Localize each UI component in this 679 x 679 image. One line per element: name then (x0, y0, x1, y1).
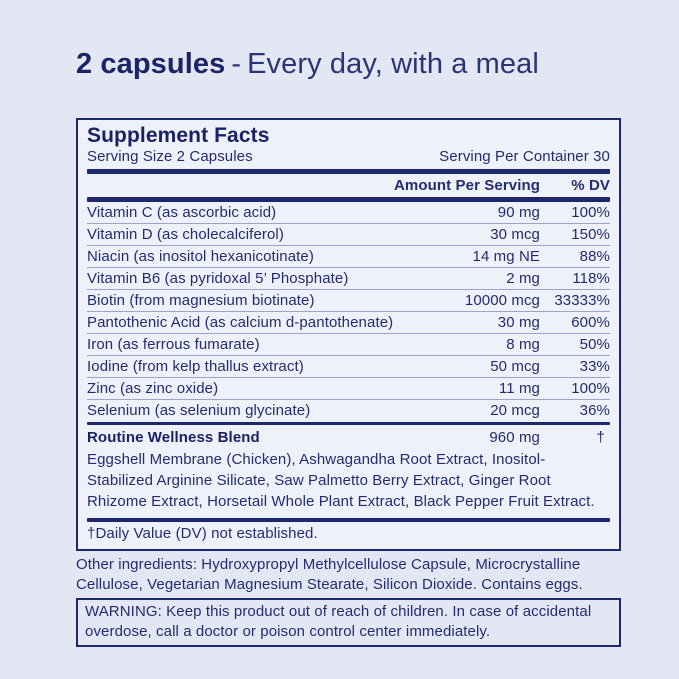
nutrient-amount: 90 mg (497, 204, 540, 221)
nutrient-name: Biotin (from magnesium biotinate) (87, 292, 315, 309)
warning-text: WARNING: Keep this product out of reach … (85, 603, 592, 640)
table-row: Biotin (from magnesium biotinate) 10000 … (87, 289, 610, 311)
table-row: Zinc (as zinc oxide) 11 mg 100% (87, 377, 610, 399)
blend-ingredients: Eggshell Membrane (Chicken), Ashwagandha… (87, 451, 595, 510)
nutrient-amount: 30 mcg (490, 226, 540, 243)
table-row: Iron (as ferrous fumarate) 8 mg 50% (87, 333, 610, 355)
column-header-dv: % DV (571, 177, 610, 194)
nutrient-dv: 600% (571, 314, 610, 331)
table-row: Vitamin D (as cholecalciferol) 30 mcg 15… (87, 223, 610, 245)
other-ingredients: Other ingredients: Hydroxypropyl Methylc… (76, 556, 583, 593)
column-header-amount: Amount Per Serving (394, 177, 540, 194)
blend-amount: 960 mg (489, 429, 540, 446)
blend-name: Routine Wellness Blend (87, 429, 260, 446)
supplement-facts-panel: Supplement Facts Serving Size 2 Capsules… (76, 118, 621, 551)
divider-thick-top (87, 169, 610, 174)
table-row: Vitamin B6 (as pyridoxal 5’ Phosphate) 2… (87, 267, 610, 289)
nutrient-name: Iodine (from kelp thallus extract) (87, 358, 304, 375)
label-stack: Supplement Facts Serving Size 2 Capsules… (76, 118, 621, 647)
nutrient-amount: 20 mcg (490, 402, 540, 419)
nutrient-name: Zinc (as zinc oxide) (87, 380, 219, 397)
serving-size: Serving Size 2 Capsules (87, 148, 253, 165)
nutrient-dv: 100% (571, 204, 610, 221)
nutrient-amount: 14 mg NE (472, 248, 540, 265)
nutrient-name: Vitamin D (as cholecalciferol) (87, 226, 284, 243)
nutrient-name: Selenium (as selenium glycinate) (87, 402, 311, 419)
nutrient-dv: 36% (579, 402, 610, 419)
table-row: Iodine (from kelp thallus extract) 50 mc… (87, 355, 610, 377)
nutrient-amount: 50 mcg (490, 358, 540, 375)
column-header-row: Amount Per Serving % DV (87, 174, 610, 197)
dosage-instruction: Every day, with a meal (247, 48, 539, 80)
nutrient-table: Vitamin C (as ascorbic acid) 90 mg 100% … (87, 202, 610, 421)
nutrient-amount: 10000 mcg (464, 292, 540, 309)
blend-dv-dagger: † (596, 429, 605, 446)
nutrient-dv: 150% (571, 226, 610, 243)
serving-info-row: Serving Size 2 Capsules Serving Per Cont… (87, 148, 610, 166)
nutrient-name: Vitamin B6 (as pyridoxal 5’ Phosphate) (87, 270, 349, 287)
dosage-header: 2 capsules - Every day, with a meal (76, 48, 539, 81)
divider-medium-blend (87, 422, 610, 425)
nutrient-dv: 33% (579, 358, 610, 375)
warning-box: WARNING: Keep this product out of reach … (76, 598, 621, 647)
table-row: Pantothenic Acid (as calcium d-pantothen… (87, 311, 610, 333)
table-row: Vitamin C (as ascorbic acid) 90 mg 100% (87, 202, 610, 223)
nutrient-dv: 88% (579, 248, 610, 265)
nutrient-name: Pantothenic Acid (as calcium d-pantothen… (87, 314, 394, 331)
nutrient-amount: 8 mg (506, 336, 540, 353)
nutrient-name: Niacin (as inositol hexanicotinate) (87, 248, 314, 265)
nutrient-amount: 11 mg (498, 380, 540, 397)
dosage-separator: - (231, 48, 242, 80)
daily-value-footnote: †Daily Value (DV) not established. (87, 525, 318, 542)
nutrient-name: Vitamin C (as ascorbic acid) (87, 204, 277, 221)
divider-thick-footnote (87, 518, 610, 522)
nutrient-dv: 50% (579, 336, 610, 353)
blend-row: Routine Wellness Blend 960 mg † (87, 425, 610, 448)
panel-title: Supplement Facts (87, 124, 270, 147)
table-row: Niacin (as inositol hexanicotinate) 14 m… (87, 245, 610, 267)
nutrient-amount: 2 mg (506, 270, 540, 287)
nutrient-dv: 33333% (554, 292, 610, 309)
nutrient-name: Iron (as ferrous fumarate) (87, 336, 260, 353)
nutrient-dv: 118% (572, 270, 610, 287)
dosage-amount: 2 capsules (76, 48, 226, 80)
table-row: Selenium (as selenium glycinate) 20 mcg … (87, 399, 610, 421)
nutrient-dv: 100% (571, 380, 610, 397)
divider-thick-header (87, 197, 610, 202)
nutrient-amount: 30 mg (497, 314, 540, 331)
servings-per-container: Serving Per Container 30 (439, 148, 610, 165)
